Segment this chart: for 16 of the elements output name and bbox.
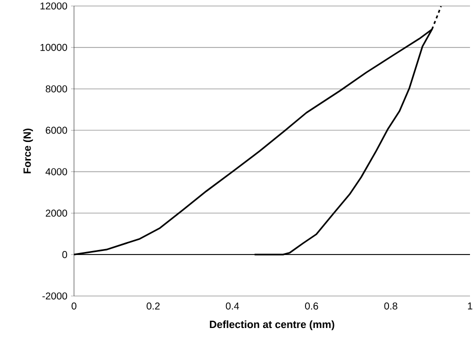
x-axis-title: Deflection at centre (mm) — [210, 320, 334, 330]
x-tick-label: 0.8 — [384, 302, 398, 310]
x-tick-label: 0 — [72, 302, 76, 310]
y-tick-label: 6000 — [46, 126, 68, 134]
y-axis-title: Force (N) — [23, 128, 33, 174]
y-tick-label: 8000 — [46, 85, 68, 92]
x-tick-label: 1 — [468, 302, 472, 310]
y-tick-label: 0 — [62, 251, 68, 258]
x-tick-label: 0.4 — [226, 302, 240, 310]
x-tick-label: 0.2 — [146, 302, 160, 310]
y-tick-label: 2000 — [46, 210, 68, 217]
y-tick-label: 12000 — [40, 2, 68, 10]
y-tick-label: -2000 — [42, 292, 68, 300]
y-tick-label: 4000 — [46, 168, 68, 176]
y-tick-label: 10000 — [40, 44, 68, 51]
x-tick-label: 0.6 — [305, 302, 318, 310]
